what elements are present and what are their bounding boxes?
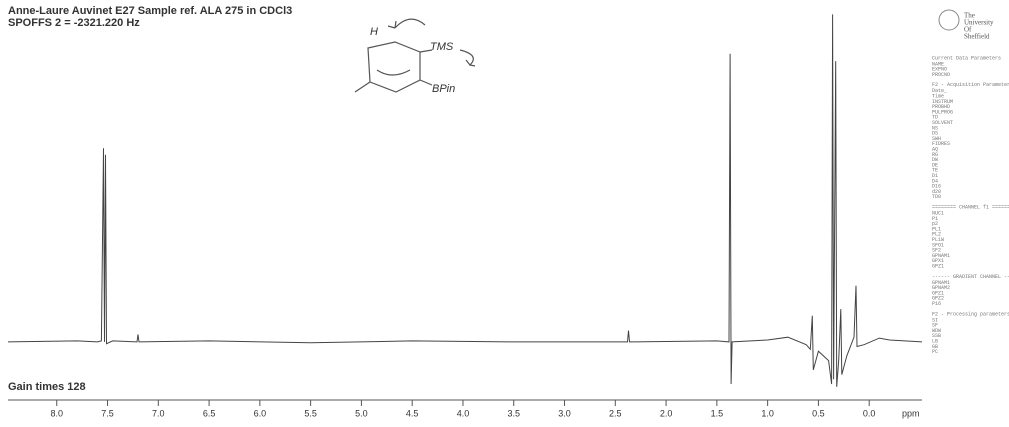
logo-text: University [964,19,994,27]
param-name: GPZ1 [932,290,944,296]
param-name: SF [932,323,938,329]
param-name: TE [932,168,938,174]
param-name: Date_ [932,88,948,94]
section-title: ======== CHANNEL f1 ======== [932,205,1009,211]
section-title: F2 - Processing parameters [932,311,1009,317]
x-tick-label: 0.0 [863,408,876,418]
param-name: SI [932,317,938,323]
logo-crest [938,9,960,31]
x-tick-label: 2.5 [609,408,622,418]
x-tick-label: 0.5 [812,408,825,418]
param-name: D1 [932,173,938,179]
param-name: DW [932,157,938,163]
logo-text: Sheffield [964,33,990,41]
x-tick-label: 6.0 [254,408,267,418]
param-name: FIDRES [932,141,950,147]
param-name: GPNAM2 [932,285,950,291]
param-name: GPNAM1 [932,253,950,259]
param-name: DS [932,131,938,137]
param-name: GPZ2 [932,296,944,302]
param-name: NAME [932,61,944,67]
x-tick-label: 6.5 [203,408,216,418]
param-name: AQ [932,147,938,153]
param-name: GPNAM1 [932,280,950,286]
param-name: TD [932,115,938,121]
param-name: GPX1 [932,258,944,264]
x-axis-label: ppm [902,408,920,418]
x-tick-label: 1.0 [761,408,774,418]
gain-note: Gain times 128 [8,381,86,393]
param-name: PL1W [932,237,944,243]
param-name: NS [932,125,938,131]
x-tick-label: 7.5 [101,408,114,418]
param-name: DE [932,162,938,168]
chart-title: Anne-Laure Auvinet E27 Sample ref. ALA 2… [8,5,292,17]
param-name: GB [932,344,938,350]
chart-subtitle: SPOFFS 2 = -2321.220 Hz [8,17,140,29]
x-tick-label: 3.0 [558,408,571,418]
param-name: PROBHD [932,104,950,110]
param-name: PL1 [932,226,941,232]
param-name: Time [932,94,944,100]
param-name: D16 [932,184,941,190]
logo-text: The [964,12,975,20]
logo-text: Of [964,26,972,34]
param-name: PC [932,349,938,355]
x-tick-label: 1.5 [711,408,724,418]
param-name: P1 [932,216,938,222]
x-tick-label: 5.0 [355,408,368,418]
annotation: BPin [432,83,455,95]
param-name: WDW [932,328,941,334]
param-name: EXPNO [932,67,947,73]
section-title: ------ GRADIENT CHANNEL ------ [932,274,1009,280]
param-name: SSB [932,333,941,339]
param-name: SF2 [932,248,941,254]
param-name: d20 [932,189,941,195]
section-title: F2 - Acquisition Parameters [932,82,1009,88]
param-name: NUC1 [932,211,944,217]
x-tick-label: 8.0 [50,408,63,418]
param-name: INSTRUM [932,99,953,105]
x-tick-label: 4.5 [406,408,419,418]
handwritten-structure [354,18,476,93]
section-title: Current Data Parameters [932,55,1001,61]
param-name: SOLVENT [932,120,953,126]
param-name: PL2 [932,232,941,238]
param-name: SWH [932,136,941,142]
annotation: H [370,26,378,38]
spectrum-line [7,14,923,387]
x-tick-label: 2.0 [660,408,673,418]
x-tick-label: 3.5 [507,408,520,418]
x-tick-label: 7.0 [152,408,165,418]
x-tick-label: 5.5 [304,408,317,418]
param-name: D4 [932,178,938,184]
param-name: TD0 [932,194,941,200]
param-name: p2 [932,221,938,227]
param-name: RG [932,152,938,158]
param-name: GPZ1 [932,264,944,270]
param-name: PULPROG [932,109,953,115]
x-tick-label: 4.0 [457,408,470,418]
param-name: SFO1 [932,242,944,248]
param-name: LB [932,339,938,345]
param-name: PROCNO [932,72,950,78]
annotation: TMS [430,41,454,53]
param-name: P16 [932,301,941,307]
